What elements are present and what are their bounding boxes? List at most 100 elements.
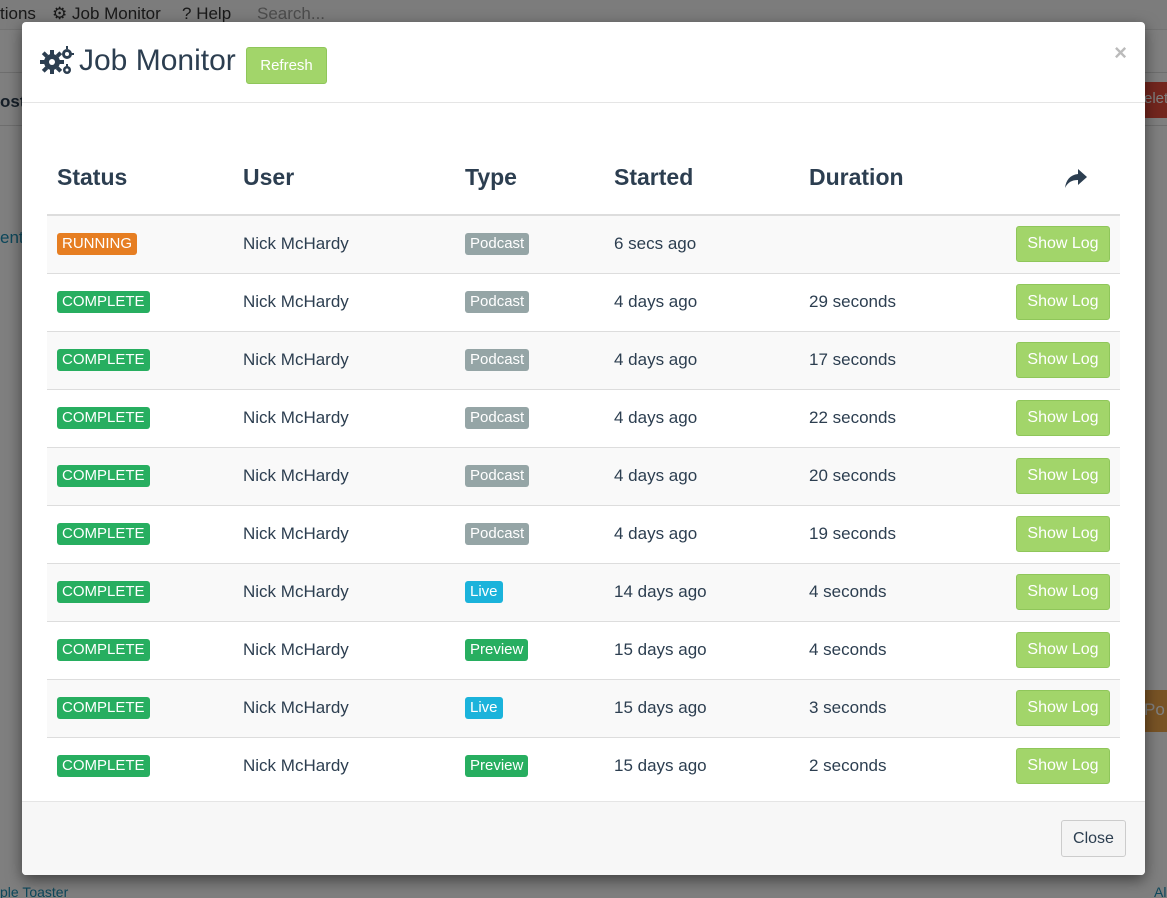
- type-badge: Podcast: [465, 349, 530, 371]
- column-header-user: User: [233, 141, 455, 216]
- column-header-type: Type: [455, 141, 604, 216]
- status-badge: COMPLETE: [57, 697, 150, 719]
- type-cell: Live: [455, 678, 604, 737]
- duration-cell: 4 seconds: [799, 562, 989, 621]
- status-cell: COMPLETE: [47, 678, 233, 737]
- close-button[interactable]: Close: [1061, 820, 1126, 857]
- refresh-button[interactable]: Refresh: [246, 47, 327, 84]
- action-cell: Show Log: [989, 388, 1120, 447]
- modal-footer: Close: [22, 801, 1145, 875]
- show-log-button[interactable]: Show Log: [1016, 690, 1110, 726]
- table-row: RUNNING Nick McHardy Podcast 6 secs ago Show…: [47, 215, 1120, 273]
- action-cell: Show Log: [989, 446, 1120, 505]
- started-cell: 15 days ago: [604, 736, 799, 795]
- show-log-button[interactable]: Show Log: [1016, 516, 1110, 552]
- show-log-button[interactable]: Show Log: [1016, 342, 1110, 378]
- gears-icon: [40, 46, 74, 74]
- duration-cell: 2 seconds: [799, 736, 989, 795]
- column-header-action: [989, 141, 1120, 216]
- type-badge: Podcast: [465, 407, 530, 429]
- type-badge: Live: [465, 581, 503, 603]
- status-cell: COMPLETE: [47, 504, 233, 563]
- type-badge: Live: [465, 697, 503, 719]
- type-cell: Podcast: [455, 215, 604, 273]
- column-header-status: Status: [47, 141, 233, 216]
- started-cell: 15 days ago: [604, 678, 799, 737]
- close-icon[interactable]: ×: [1114, 40, 1127, 65]
- user-cell: Nick McHardy: [243, 234, 349, 254]
- duration-cell: [799, 215, 989, 273]
- share-icon: [1065, 168, 1087, 188]
- duration-cell: 19 seconds: [799, 504, 989, 563]
- show-log-button[interactable]: Show Log: [1016, 458, 1110, 494]
- started-cell: 4 days ago: [604, 446, 799, 505]
- type-badge: Podcast: [465, 291, 530, 313]
- duration-cell: 3 seconds: [799, 678, 989, 737]
- status-cell: COMPLETE: [47, 620, 233, 679]
- type-cell: Podcast: [455, 272, 604, 331]
- user-cell: Nick McHardy: [233, 504, 455, 563]
- status-cell: COMPLETE: [47, 562, 233, 621]
- show-log-button[interactable]: Show Log: [1016, 226, 1110, 263]
- job-monitor-modal: Job Monitor Refresh × Status User Type S…: [22, 22, 1145, 875]
- status-cell: COMPLETE: [47, 736, 233, 795]
- duration-cell: 20 seconds: [799, 446, 989, 505]
- action-cell: Show Log: [989, 736, 1120, 795]
- status-cell: COMPLETE: [47, 446, 233, 505]
- action-cell: Show Log: [989, 678, 1120, 737]
- user-cell: Nick McHardy: [233, 678, 455, 737]
- status-badge: COMPLETE: [57, 349, 150, 371]
- user-cell: Nick McHardy: [233, 446, 455, 505]
- status-cell: COMPLETE: [47, 272, 233, 331]
- action-cell: Show Log: [989, 562, 1120, 621]
- show-log-button[interactable]: Show Log: [1016, 284, 1110, 320]
- status-badge: COMPLETE: [57, 581, 150, 603]
- status-badge: COMPLETE: [57, 755, 150, 778]
- status-badge: COMPLETE: [57, 639, 150, 661]
- show-log-button[interactable]: Show Log: [1016, 748, 1110, 785]
- duration-cell: 22 seconds: [799, 388, 989, 447]
- status-badge: COMPLETE: [57, 291, 150, 313]
- type-badge: Podcast: [465, 523, 530, 545]
- show-log-button[interactable]: Show Log: [1016, 574, 1110, 610]
- duration-cell: 29 seconds: [799, 272, 989, 331]
- table-row: COMPLETE Nick McHardy Preview 15 days ago 4 …: [47, 620, 1120, 679]
- modal-title: Job Monitor: [40, 44, 236, 78]
- started-cell: 4 days ago: [604, 504, 799, 563]
- user-cell: Nick McHardy: [233, 736, 455, 795]
- action-cell: Show Log: [989, 215, 1120, 273]
- table-row: COMPLETE Nick McHardy Podcast 4 days ago 19 …: [47, 504, 1120, 563]
- table-row: COMPLETE Nick McHardy Podcast 4 days ago 22 …: [47, 388, 1120, 447]
- type-badge: Podcast: [465, 233, 530, 256]
- action-cell: Show Log: [989, 504, 1120, 563]
- action-cell: Show Log: [989, 330, 1120, 389]
- modal-body: Status User Type Started Duration RUNNIN…: [22, 103, 1145, 801]
- user-cell: Nick McHardy: [233, 330, 455, 389]
- table-row: COMPLETE Nick McHardy Live 15 days ago 3 sec…: [47, 678, 1120, 737]
- column-header-duration: Duration: [799, 141, 989, 216]
- started-cell: 15 days ago: [604, 620, 799, 679]
- type-cell: Podcast: [455, 446, 604, 505]
- table-row: COMPLETE Nick McHardy Podcast 4 days ago 29 …: [47, 272, 1120, 331]
- user-cell: Nick McHardy: [233, 562, 455, 621]
- duration-cell: 4 seconds: [799, 620, 989, 679]
- type-cell: Preview: [455, 736, 604, 795]
- type-cell: Preview: [455, 620, 604, 679]
- action-cell: Show Log: [989, 620, 1120, 679]
- type-cell: Podcast: [455, 504, 604, 563]
- action-cell: Show Log: [989, 272, 1120, 331]
- modal-header: Job Monitor Refresh ×: [22, 22, 1145, 103]
- type-cell: Podcast: [455, 330, 604, 389]
- status-badge: COMPLETE: [57, 523, 150, 545]
- started-cell: 14 days ago: [604, 562, 799, 621]
- type-badge: Preview: [465, 639, 529, 661]
- status-cell: COMPLETE: [47, 330, 233, 389]
- table-row: COMPLETE Nick McHardy Preview 15 days ago 2 …: [47, 736, 1120, 795]
- show-log-button[interactable]: Show Log: [1016, 632, 1110, 668]
- show-log-button[interactable]: Show Log: [1016, 400, 1110, 436]
- status-badge: COMPLETE: [57, 465, 150, 487]
- type-badge: Podcast: [465, 465, 530, 487]
- table-row: COMPLETE Nick McHardy Podcast 4 days ago 20 …: [47, 446, 1120, 505]
- started-cell: 4 days ago: [604, 330, 799, 389]
- started-cell: 4 days ago: [604, 388, 799, 447]
